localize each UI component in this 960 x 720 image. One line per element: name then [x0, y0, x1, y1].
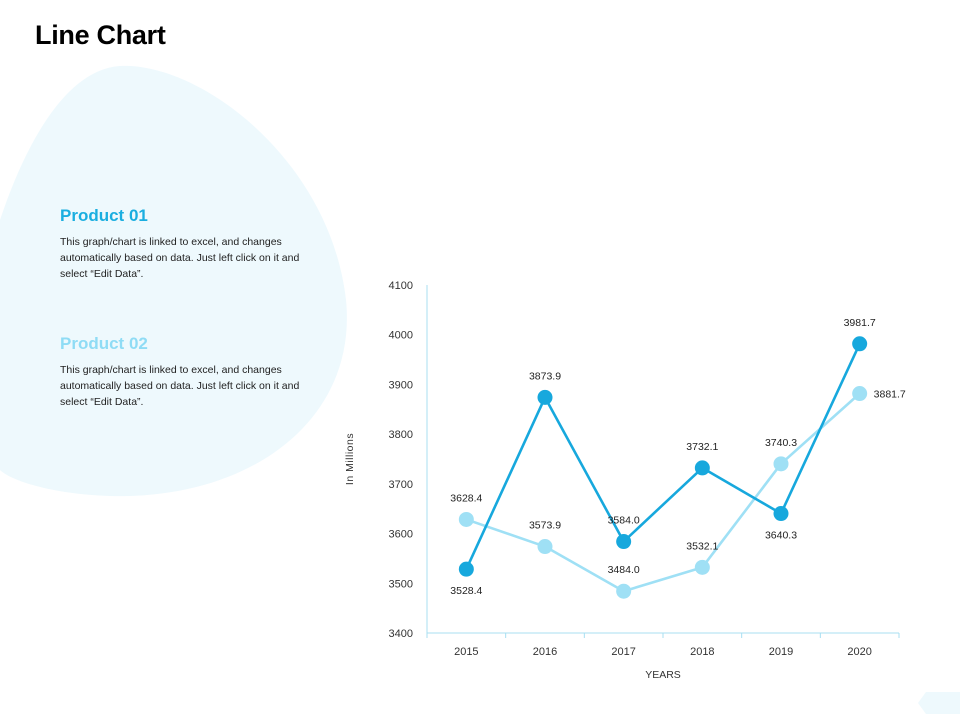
product-01-block: Product 01 This graph/chart is linked to…: [60, 206, 300, 282]
series-2-data-label: 3573.9: [529, 520, 561, 532]
series-1-data-label: 3640.3: [765, 530, 797, 542]
series-1-point: [616, 534, 632, 550]
x-axis-title: YEARS: [645, 669, 681, 681]
series-1-data-label: 3732.1: [686, 441, 718, 453]
background-blob: [0, 65, 347, 497]
line-chart: 3400 3500 3600 3700 3800 3900 4000 4100 2015 2016…: [344, 280, 906, 681]
corner-tab-decoration: [918, 692, 960, 714]
series-2-point: [773, 456, 789, 472]
series-1-point: [773, 506, 789, 522]
x-tick-label: 2015: [454, 646, 478, 658]
series-1-data-label: 3528.4: [450, 585, 482, 597]
series-2-point: [537, 539, 553, 555]
y-tick-label: 3600: [389, 529, 413, 541]
x-tick-label: 2019: [769, 646, 793, 658]
y-tick-label: 3700: [389, 479, 413, 491]
y-tick-label: 3900: [389, 379, 413, 391]
product-02-description: This graph/chart is linked to excel, and…: [60, 364, 300, 408]
series-2-data-label: 3484.0: [608, 564, 640, 576]
x-tick-label: 2020: [847, 646, 871, 658]
series-2-point: [458, 511, 474, 527]
series-2-data-label: 3881.7: [874, 389, 906, 401]
y-tick-label: 3500: [389, 578, 413, 590]
x-tick-label: 2018: [690, 646, 714, 658]
series-2-point: [616, 583, 632, 599]
series-1-point: [458, 561, 474, 577]
product-02-title: Product 02: [60, 334, 148, 353]
series-1-data-label: 3981.7: [844, 317, 876, 329]
series-2-data-label: 3740.3: [765, 437, 797, 449]
series-2-point: [694, 559, 710, 575]
series-1-line: [465, 343, 861, 570]
series-1-point: [694, 460, 710, 476]
series-1-data-label: 3873.9: [529, 370, 561, 382]
product-01-title: Product 01: [60, 206, 148, 225]
y-axis-title: In Millions: [344, 433, 356, 485]
series-1-point: [852, 336, 868, 352]
product-02-block: Product 02 This graph/chart is linked to…: [60, 334, 300, 410]
y-tick-label: 4000: [389, 330, 413, 342]
x-tick-label: 2017: [611, 646, 635, 658]
series-2-point: [852, 386, 868, 402]
series-2-data-label: 3532.1: [686, 540, 718, 552]
series-2-data-label: 3628.4: [450, 492, 482, 504]
y-tick-label: 3400: [389, 628, 413, 640]
x-tick-label: 2016: [533, 646, 557, 658]
page-title: Line Chart: [35, 20, 166, 50]
series-1-data-label: 3584.0: [608, 515, 640, 527]
series-1-point: [537, 389, 553, 405]
product-01-description: This graph/chart is linked to excel, and…: [60, 236, 300, 280]
y-tick-label: 3800: [389, 429, 413, 441]
series-2-line: [465, 392, 861, 593]
y-tick-label: 4100: [389, 280, 413, 292]
